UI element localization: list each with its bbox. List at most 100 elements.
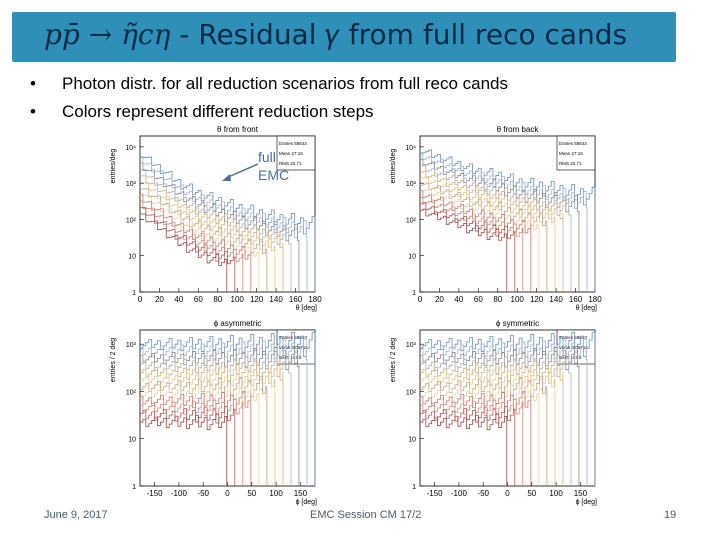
stats-rms: RMS 103.6 (279, 355, 302, 360)
stats-mean: Mean 27.10 (279, 151, 303, 156)
plot-theta-front: θ from front entries/deg 0 20 40 60 80 100 120 14… (105, 122, 345, 312)
stats-rms: RMS 23.71 (559, 161, 582, 166)
stats-entries: Entries 58643 (279, 335, 307, 340)
stats-entries: Entries 58643 (279, 141, 307, 146)
plot-title: ϕ symmetric (496, 319, 539, 328)
x-tick-label: 160 (289, 295, 303, 304)
y-axis-label: entries/deg (390, 149, 397, 184)
bullet-text: Colors represent different reduction ste… (62, 102, 374, 121)
x-tick-label: 100 (231, 295, 245, 304)
y-tick-label: 10⁴ (125, 145, 136, 152)
x-axis-label: θ [deg] (576, 305, 597, 312)
y-axis-label: entries/deg (110, 149, 117, 184)
x-tick-label: 0 (418, 295, 423, 304)
bullet-text: Photon distr. for all reduction scenario… (62, 74, 508, 93)
x-axis-label: θ [deg] (296, 305, 317, 312)
histogram-series (140, 331, 316, 486)
title-formula: 𝑝𝑝̄ → 𝜂̃𝑐𝜂 (44, 18, 171, 51)
y-tick-label: 1 (132, 484, 136, 491)
y-tick-label: 1 (412, 484, 416, 491)
plot-phi-asymmetric: ϕ asymmetric entries / 2 deg -150 -100 -50 0 5… (105, 316, 345, 506)
stats-entries: Entries 58643 (559, 141, 587, 146)
x-tick-label: -150 (147, 489, 164, 498)
y-tick-label: 10³ (126, 342, 137, 349)
footer-page: 19 (664, 509, 677, 521)
histogram-series (420, 361, 564, 486)
x-tick-label: 100 (269, 489, 283, 498)
x-tick-label: 120 (250, 295, 264, 304)
x-tick-label: 80 (493, 295, 502, 304)
x-tick-label: -100 (451, 489, 468, 498)
bullet-item: • Photon distr. for all reduction scenari… (30, 74, 508, 93)
histogram-series (140, 162, 300, 292)
slide-title: 𝑝𝑝̄ → 𝜂̃𝑐𝜂 - Residual 𝛾 from full reco c… (44, 18, 627, 52)
y-tick-label: 1 (132, 290, 136, 297)
histogram-series (140, 413, 228, 486)
x-tick-label: 40 (454, 295, 463, 304)
histogram-series (420, 149, 596, 292)
y-tick-label: 10 (408, 437, 416, 444)
title-rest: - Residual 𝛾 from full reco cands (170, 18, 628, 51)
x-tick-label: -100 (171, 489, 188, 498)
histogram-series (140, 361, 284, 486)
histogram-series (420, 190, 532, 292)
y-tick-label: 10² (406, 217, 417, 224)
x-tick-label: -50 (477, 489, 489, 498)
x-axis-label: ϕ [deg] (296, 499, 317, 506)
histogram-series (140, 175, 284, 292)
x-tick-label: 80 (213, 295, 222, 304)
x-tick-label: 140 (549, 295, 563, 304)
histogram-series (420, 353, 572, 486)
x-tick-label: 0 (138, 295, 143, 304)
y-axis-label: entries / 2 deg (110, 338, 117, 382)
x-tick-label: 160 (569, 295, 583, 304)
histogram-series (420, 164, 572, 292)
histogram-series (420, 196, 524, 292)
histogram-series (140, 213, 228, 292)
x-tick-label: -50 (197, 489, 209, 498)
histogram-series (420, 202, 516, 292)
x-tick-label: 120 (530, 295, 544, 304)
histogram-series (420, 376, 548, 486)
stats-mean: Mean 0.05716 (559, 345, 588, 350)
histogram-series (140, 368, 276, 486)
y-tick-label: 10² (126, 217, 137, 224)
y-tick-label: 10² (126, 389, 137, 396)
x-tick-label: 180 (588, 295, 602, 304)
footer-center: EMC Session CM 17/2 (310, 509, 422, 521)
x-tick-label: 100 (511, 295, 525, 304)
histogram-series (140, 376, 268, 486)
x-tick-label: 0 (225, 489, 230, 498)
histogram-series (140, 353, 292, 486)
stats-entries: Entries 58643 (559, 335, 587, 340)
histogram-series (420, 331, 596, 486)
x-tick-label: 20 (155, 295, 164, 304)
x-tick-label: 140 (269, 295, 283, 304)
plot-theta-back: θ from back entries/deg 0 20 40 60 80 100 120 140… (385, 122, 625, 312)
y-tick-label: 10² (406, 389, 417, 396)
histogram-series (420, 391, 532, 486)
x-tick-label: 150 (294, 489, 308, 498)
histogram-series (140, 156, 316, 292)
stats-rms: RMS 103.6 (559, 355, 582, 360)
histogram-series (420, 182, 548, 292)
plot-title: θ from back (497, 125, 540, 134)
bullet-item: • Colors represent different reduction st… (30, 102, 374, 121)
histogram-series (140, 168, 292, 292)
x-tick-label: 50 (527, 489, 536, 498)
stats-box (556, 329, 596, 365)
histogram-series (420, 176, 556, 292)
annotation-line-2: EMC (258, 167, 290, 183)
x-tick-label: 60 (474, 295, 483, 304)
y-tick-label: 10³ (406, 181, 417, 188)
y-axis-label: entries / 2 deg (390, 338, 397, 382)
annotation-line-1: full (258, 149, 276, 165)
stats-mean: Mean 0.05716 (279, 345, 308, 350)
x-tick-label: 0 (505, 489, 510, 498)
histogram-series (140, 181, 276, 292)
x-tick-label: 60 (194, 295, 203, 304)
y-tick-label: 10³ (406, 342, 417, 349)
y-tick-label: 10 (408, 254, 416, 261)
histogram-series (420, 368, 556, 486)
histogram-series (420, 170, 564, 292)
